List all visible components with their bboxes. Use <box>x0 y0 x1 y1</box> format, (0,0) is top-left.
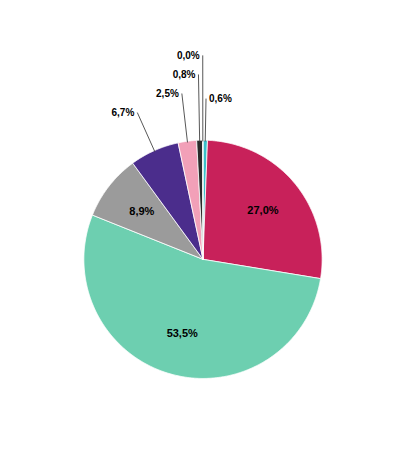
svg-text:27,0%: 27,0% <box>247 204 278 216</box>
svg-text:6,7%: 6,7% <box>112 107 135 118</box>
svg-text:0,0%: 0,0% <box>177 50 200 61</box>
svg-text:0,8%: 0,8% <box>173 69 196 80</box>
svg-text:0,6%: 0,6% <box>209 93 232 104</box>
svg-text:8,9%: 8,9% <box>129 205 154 217</box>
svg-text:53,5%: 53,5% <box>167 327 198 339</box>
svg-text:2,5%: 2,5% <box>156 88 179 99</box>
